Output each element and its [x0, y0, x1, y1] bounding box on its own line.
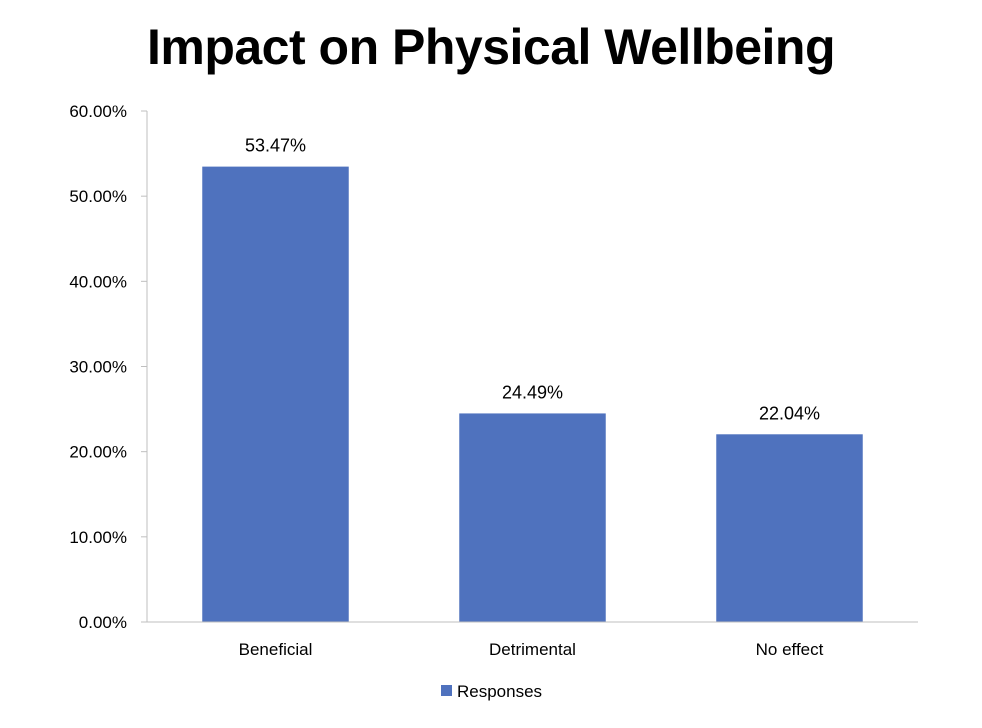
data-label: 24.49% — [502, 382, 563, 402]
y-tick-label: 0.00% — [79, 613, 127, 632]
y-axis: 0.00% 10.00% 20.00% 30.00% 40.00% 50.00% 60.00… — [69, 102, 148, 632]
bars: 53.47% 24.49% 22.04% — [202, 136, 863, 622]
legend: Responses — [441, 682, 542, 701]
legend-swatch — [441, 685, 452, 696]
x-tick-label: Detrimental — [489, 640, 576, 659]
chart-title: Impact on Physical Wellbeing — [146, 19, 836, 75]
bar — [459, 413, 606, 622]
data-label: 53.47% — [245, 136, 306, 156]
bar — [716, 434, 863, 622]
bar — [202, 166, 349, 622]
y-tick-label: 60.00% — [69, 102, 127, 121]
y-tick-label: 40.00% — [69, 272, 127, 291]
x-tick-label: No effect — [756, 640, 824, 659]
y-tick-label: 10.00% — [69, 528, 127, 547]
y-tick-label: 20.00% — [69, 443, 127, 462]
x-axis: Beneficial Detrimental No effect — [147, 621, 918, 659]
legend-label: Responses — [457, 682, 542, 701]
y-tick-label: 30.00% — [69, 358, 127, 377]
y-tick-label: 50.00% — [69, 187, 127, 206]
data-label: 22.04% — [759, 403, 820, 423]
x-tick-label: Beneficial — [239, 640, 313, 659]
